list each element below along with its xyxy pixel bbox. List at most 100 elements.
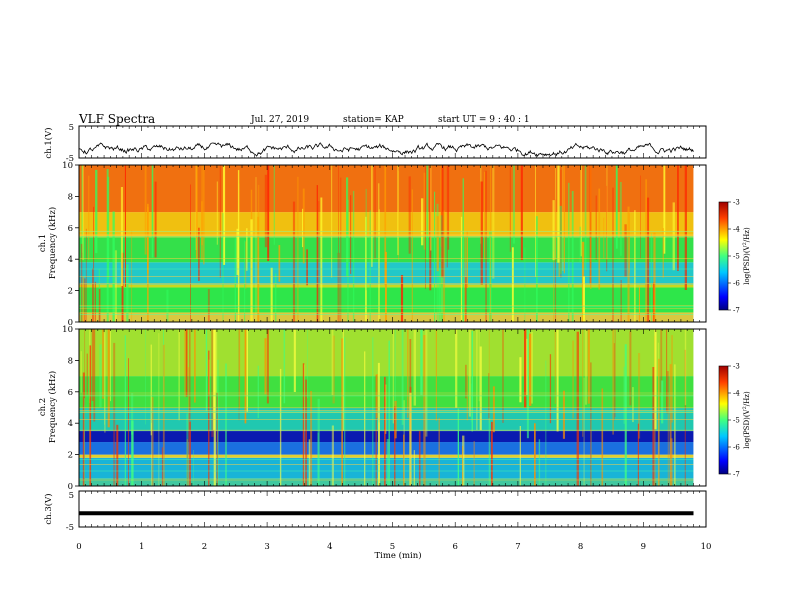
spectrogram-burst bbox=[273, 165, 275, 245]
spectrogram-burst bbox=[307, 329, 308, 399]
spectrogram-burst bbox=[413, 329, 416, 406]
spectrogram-burst bbox=[203, 165, 205, 265]
spectrogram-burst bbox=[110, 329, 111, 402]
spectrogram-burst bbox=[82, 372, 85, 486]
spectrogram-burst bbox=[660, 329, 663, 393]
spectrogram-burst bbox=[464, 235, 467, 322]
ch1-colorbar: -3 -4 -5 -6 -7 log(PSD)(V2/Hz) bbox=[718, 199, 751, 315]
spectrogram-burst bbox=[278, 245, 281, 282]
spectrogram-burst bbox=[234, 238, 236, 322]
spectrogram-burst bbox=[95, 169, 98, 254]
spectrogram-burst bbox=[425, 329, 428, 437]
spectrogram-burst bbox=[429, 165, 432, 291]
spectrogram-burst bbox=[511, 247, 514, 322]
spectrogram-burst bbox=[529, 333, 532, 406]
spectrogram-burst bbox=[598, 188, 601, 290]
spectrogram-burst bbox=[666, 329, 668, 412]
spectrogram-burst bbox=[478, 330, 480, 402]
spectrogram-burst bbox=[582, 329, 584, 437]
spectrogram-burst bbox=[418, 431, 421, 486]
spectrogram-burst bbox=[178, 329, 180, 421]
ytick-label: 8 bbox=[68, 192, 73, 202]
spectrogram-burst bbox=[150, 344, 152, 436]
spectrogram-burst bbox=[398, 171, 400, 261]
spectrogram-burst bbox=[320, 197, 323, 322]
colorbar-tick-label: -4 bbox=[733, 226, 740, 234]
spectrogram-burst bbox=[378, 183, 380, 322]
xtick-label: 3 bbox=[264, 542, 269, 552]
ytick-label: 0 bbox=[68, 318, 73, 328]
xtick-label: 7 bbox=[515, 542, 520, 552]
xtick-label: 6 bbox=[452, 542, 457, 552]
spectrogram-band bbox=[79, 431, 694, 443]
spectrogram-burst bbox=[264, 174, 268, 248]
spectrogram-burst bbox=[438, 417, 440, 486]
ch2-colorbar: -3 -4 -5 -6 -7 log(PSD)(V2/Hz) bbox=[718, 363, 751, 479]
spectrogram-burst bbox=[384, 376, 386, 486]
ch3-ytick-top: 5 bbox=[69, 491, 74, 501]
spectrogram-burst bbox=[606, 165, 608, 260]
spectrogram-burst bbox=[375, 374, 378, 419]
spectrogram-burst bbox=[677, 165, 679, 271]
spectrogram-burst bbox=[601, 388, 604, 486]
spectrogram-burst bbox=[423, 172, 426, 250]
spectrogram-burst bbox=[186, 413, 188, 486]
spectrogram-band bbox=[79, 329, 694, 377]
spectrogram-burst bbox=[308, 439, 311, 486]
spectrogram-burst bbox=[331, 165, 333, 278]
spectrogram-burst bbox=[411, 189, 413, 322]
xtick-label: 1 bbox=[139, 542, 144, 552]
spectrogram-burst bbox=[585, 329, 587, 405]
spectrogram-burst bbox=[274, 273, 277, 322]
spectrogram-burst bbox=[413, 450, 415, 486]
spectrogram-burst bbox=[238, 329, 240, 421]
spectrogram-burst bbox=[86, 353, 88, 395]
spectrogram-burst bbox=[476, 329, 478, 431]
spectrogram-burst bbox=[554, 199, 557, 322]
spectrogram-burst bbox=[131, 420, 134, 486]
spectrogram-burst bbox=[534, 423, 536, 486]
spectrogram-burst bbox=[347, 199, 349, 322]
spectrogram-burst bbox=[92, 268, 93, 322]
spectrogram-burst bbox=[619, 182, 622, 256]
spectrogram-burst bbox=[526, 329, 529, 439]
spectrogram-burst bbox=[189, 329, 191, 421]
spectrogram-burst bbox=[435, 329, 437, 421]
spectrogram-burst bbox=[462, 446, 463, 486]
spectrogram-burst bbox=[488, 329, 490, 424]
spectrogram-burst bbox=[250, 219, 253, 322]
spectrogram-burst bbox=[438, 268, 441, 322]
spectrogram-burst bbox=[222, 212, 224, 322]
spectrogram-burst bbox=[640, 175, 641, 259]
spectrogram-burst bbox=[369, 210, 371, 322]
spectrogram-burst bbox=[267, 165, 270, 262]
colorbar-tick-label: -3 bbox=[733, 199, 740, 207]
spectrogram-burst bbox=[384, 165, 387, 286]
spectrogram-burst bbox=[195, 165, 198, 259]
spectrogram-burst bbox=[365, 188, 367, 291]
spectrogram-burst bbox=[669, 364, 672, 486]
spectrogram-burst bbox=[158, 333, 160, 486]
ch1-ylabel-channel: ch.1 bbox=[38, 234, 48, 252]
spectrogram-burst bbox=[572, 340, 574, 419]
spectrogram-band bbox=[79, 454, 694, 458]
spectrogram-burst bbox=[246, 228, 248, 271]
spectrogram-burst bbox=[583, 377, 585, 486]
spectrogram-burst bbox=[88, 175, 90, 260]
spectrogram-burst bbox=[375, 375, 377, 486]
spectrogram-burst bbox=[632, 387, 634, 423]
spectrogram-burst bbox=[684, 329, 687, 406]
spectrogram-burst bbox=[436, 216, 439, 272]
spectrogram-burst bbox=[116, 424, 119, 486]
spectrogram-burst bbox=[346, 177, 349, 277]
spectrogram-burst bbox=[425, 165, 426, 289]
colorbar-tick-label: -4 bbox=[733, 390, 740, 398]
spectrogram-burst bbox=[145, 329, 146, 425]
spectrogram-burst bbox=[409, 392, 412, 486]
spectrogram-band bbox=[79, 165, 694, 213]
spectrogram-burst bbox=[590, 165, 592, 289]
spectrogram-burst bbox=[91, 329, 94, 401]
spectrogram-burst bbox=[107, 329, 110, 428]
spectrogram-burst bbox=[420, 329, 423, 395]
ytick-label: 2 bbox=[68, 287, 73, 297]
